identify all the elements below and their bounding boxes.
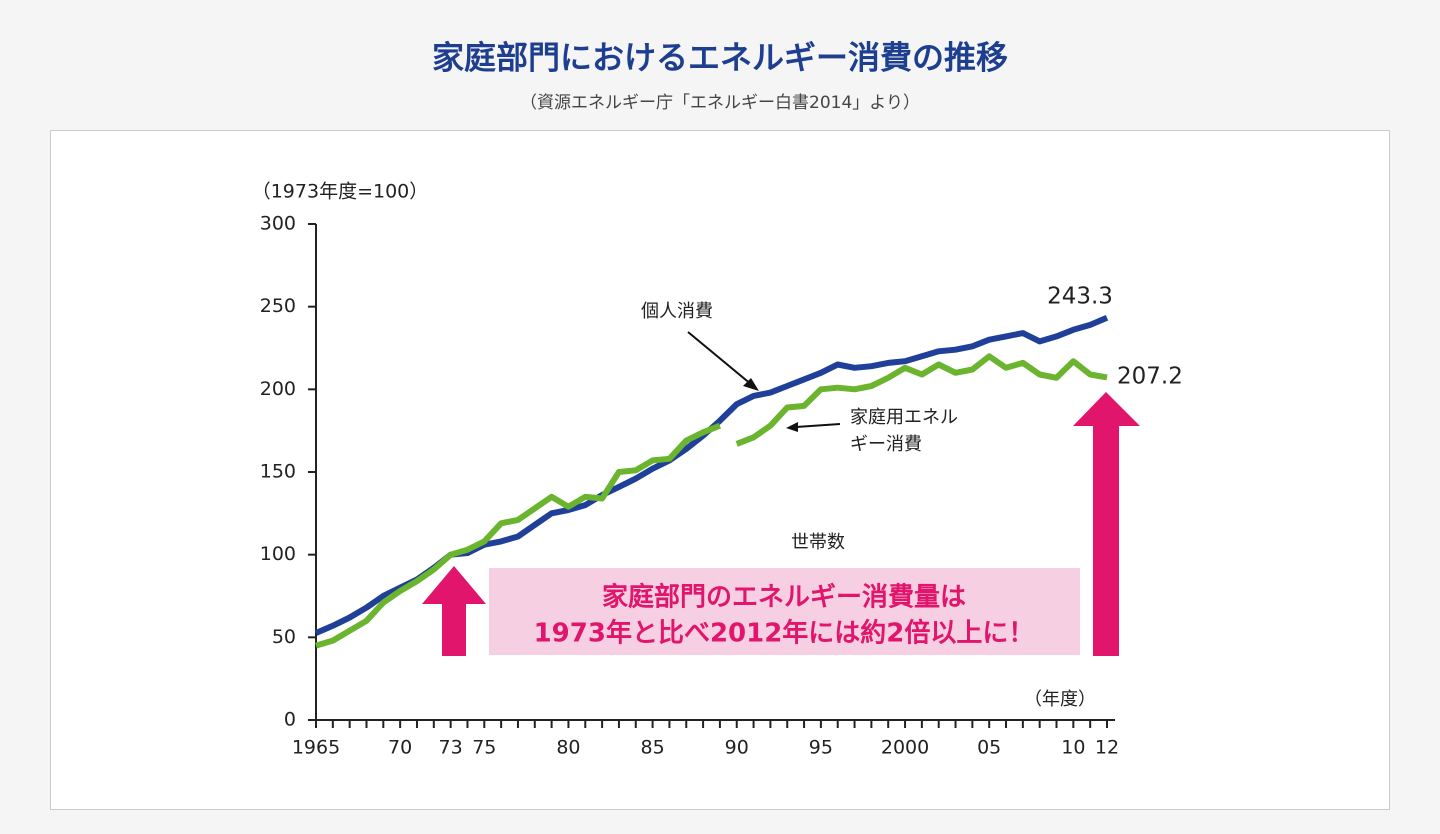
x-tick-label: 90 bbox=[725, 737, 749, 759]
x-tick-label: 12 bbox=[1095, 737, 1119, 759]
page-subtitle: （資源エネルギー庁「エネルギー白書2014」より） bbox=[520, 93, 920, 113]
x-axis-label: （年度） bbox=[1024, 689, 1096, 710]
up-arrow bbox=[1073, 392, 1140, 656]
callout-text: 家庭部門のエネルギー消費量は bbox=[602, 582, 966, 613]
x-tick-label: 95 bbox=[809, 737, 833, 759]
annotation: 世帯数 bbox=[791, 532, 845, 553]
pointer-arrow bbox=[795, 423, 841, 428]
end-value-label: 243.3 bbox=[1047, 284, 1113, 310]
y-axis-label: （1973年度=100） bbox=[252, 181, 429, 203]
y-tick-label: 300 bbox=[260, 213, 296, 235]
x-tick-label: 05 bbox=[977, 737, 1001, 759]
pointer-arrowhead bbox=[743, 378, 759, 391]
x-tick-label: 2000 bbox=[881, 737, 929, 759]
x-tick-label: 73 bbox=[439, 737, 463, 759]
x-tick-label: 85 bbox=[641, 737, 665, 759]
x-tick-label: 70 bbox=[388, 737, 412, 759]
pointer-arrowhead bbox=[786, 422, 798, 432]
end-value-label: 207.2 bbox=[1117, 364, 1183, 390]
annotation: 家庭用エネル bbox=[850, 407, 958, 428]
annotation: 個人消費 bbox=[641, 301, 713, 322]
y-tick-label: 0 bbox=[284, 709, 296, 731]
annotation: ギー消費 bbox=[850, 434, 922, 455]
chart-panel bbox=[50, 130, 1390, 810]
page-title: 家庭部門におけるエネルギー消費の推移 bbox=[432, 39, 1008, 77]
x-tick-label: 1965 bbox=[292, 737, 340, 759]
y-tick-label: 100 bbox=[260, 543, 296, 565]
y-tick-label: 150 bbox=[260, 461, 296, 483]
callout-box bbox=[489, 568, 1080, 655]
pointer-arrow bbox=[687, 331, 753, 386]
x-tick-label: 75 bbox=[472, 737, 496, 759]
callout-text: 1973年と比べ2012年には約2倍以上に！ bbox=[534, 618, 1035, 649]
y-tick-label: 200 bbox=[260, 378, 296, 400]
up-arrow bbox=[422, 566, 486, 656]
x-tick-label: 10 bbox=[1061, 737, 1085, 759]
x-tick-label: 80 bbox=[556, 737, 580, 759]
series-line bbox=[315, 353, 1108, 649]
y-tick-label: 50 bbox=[272, 626, 296, 648]
y-tick-label: 250 bbox=[260, 295, 296, 317]
